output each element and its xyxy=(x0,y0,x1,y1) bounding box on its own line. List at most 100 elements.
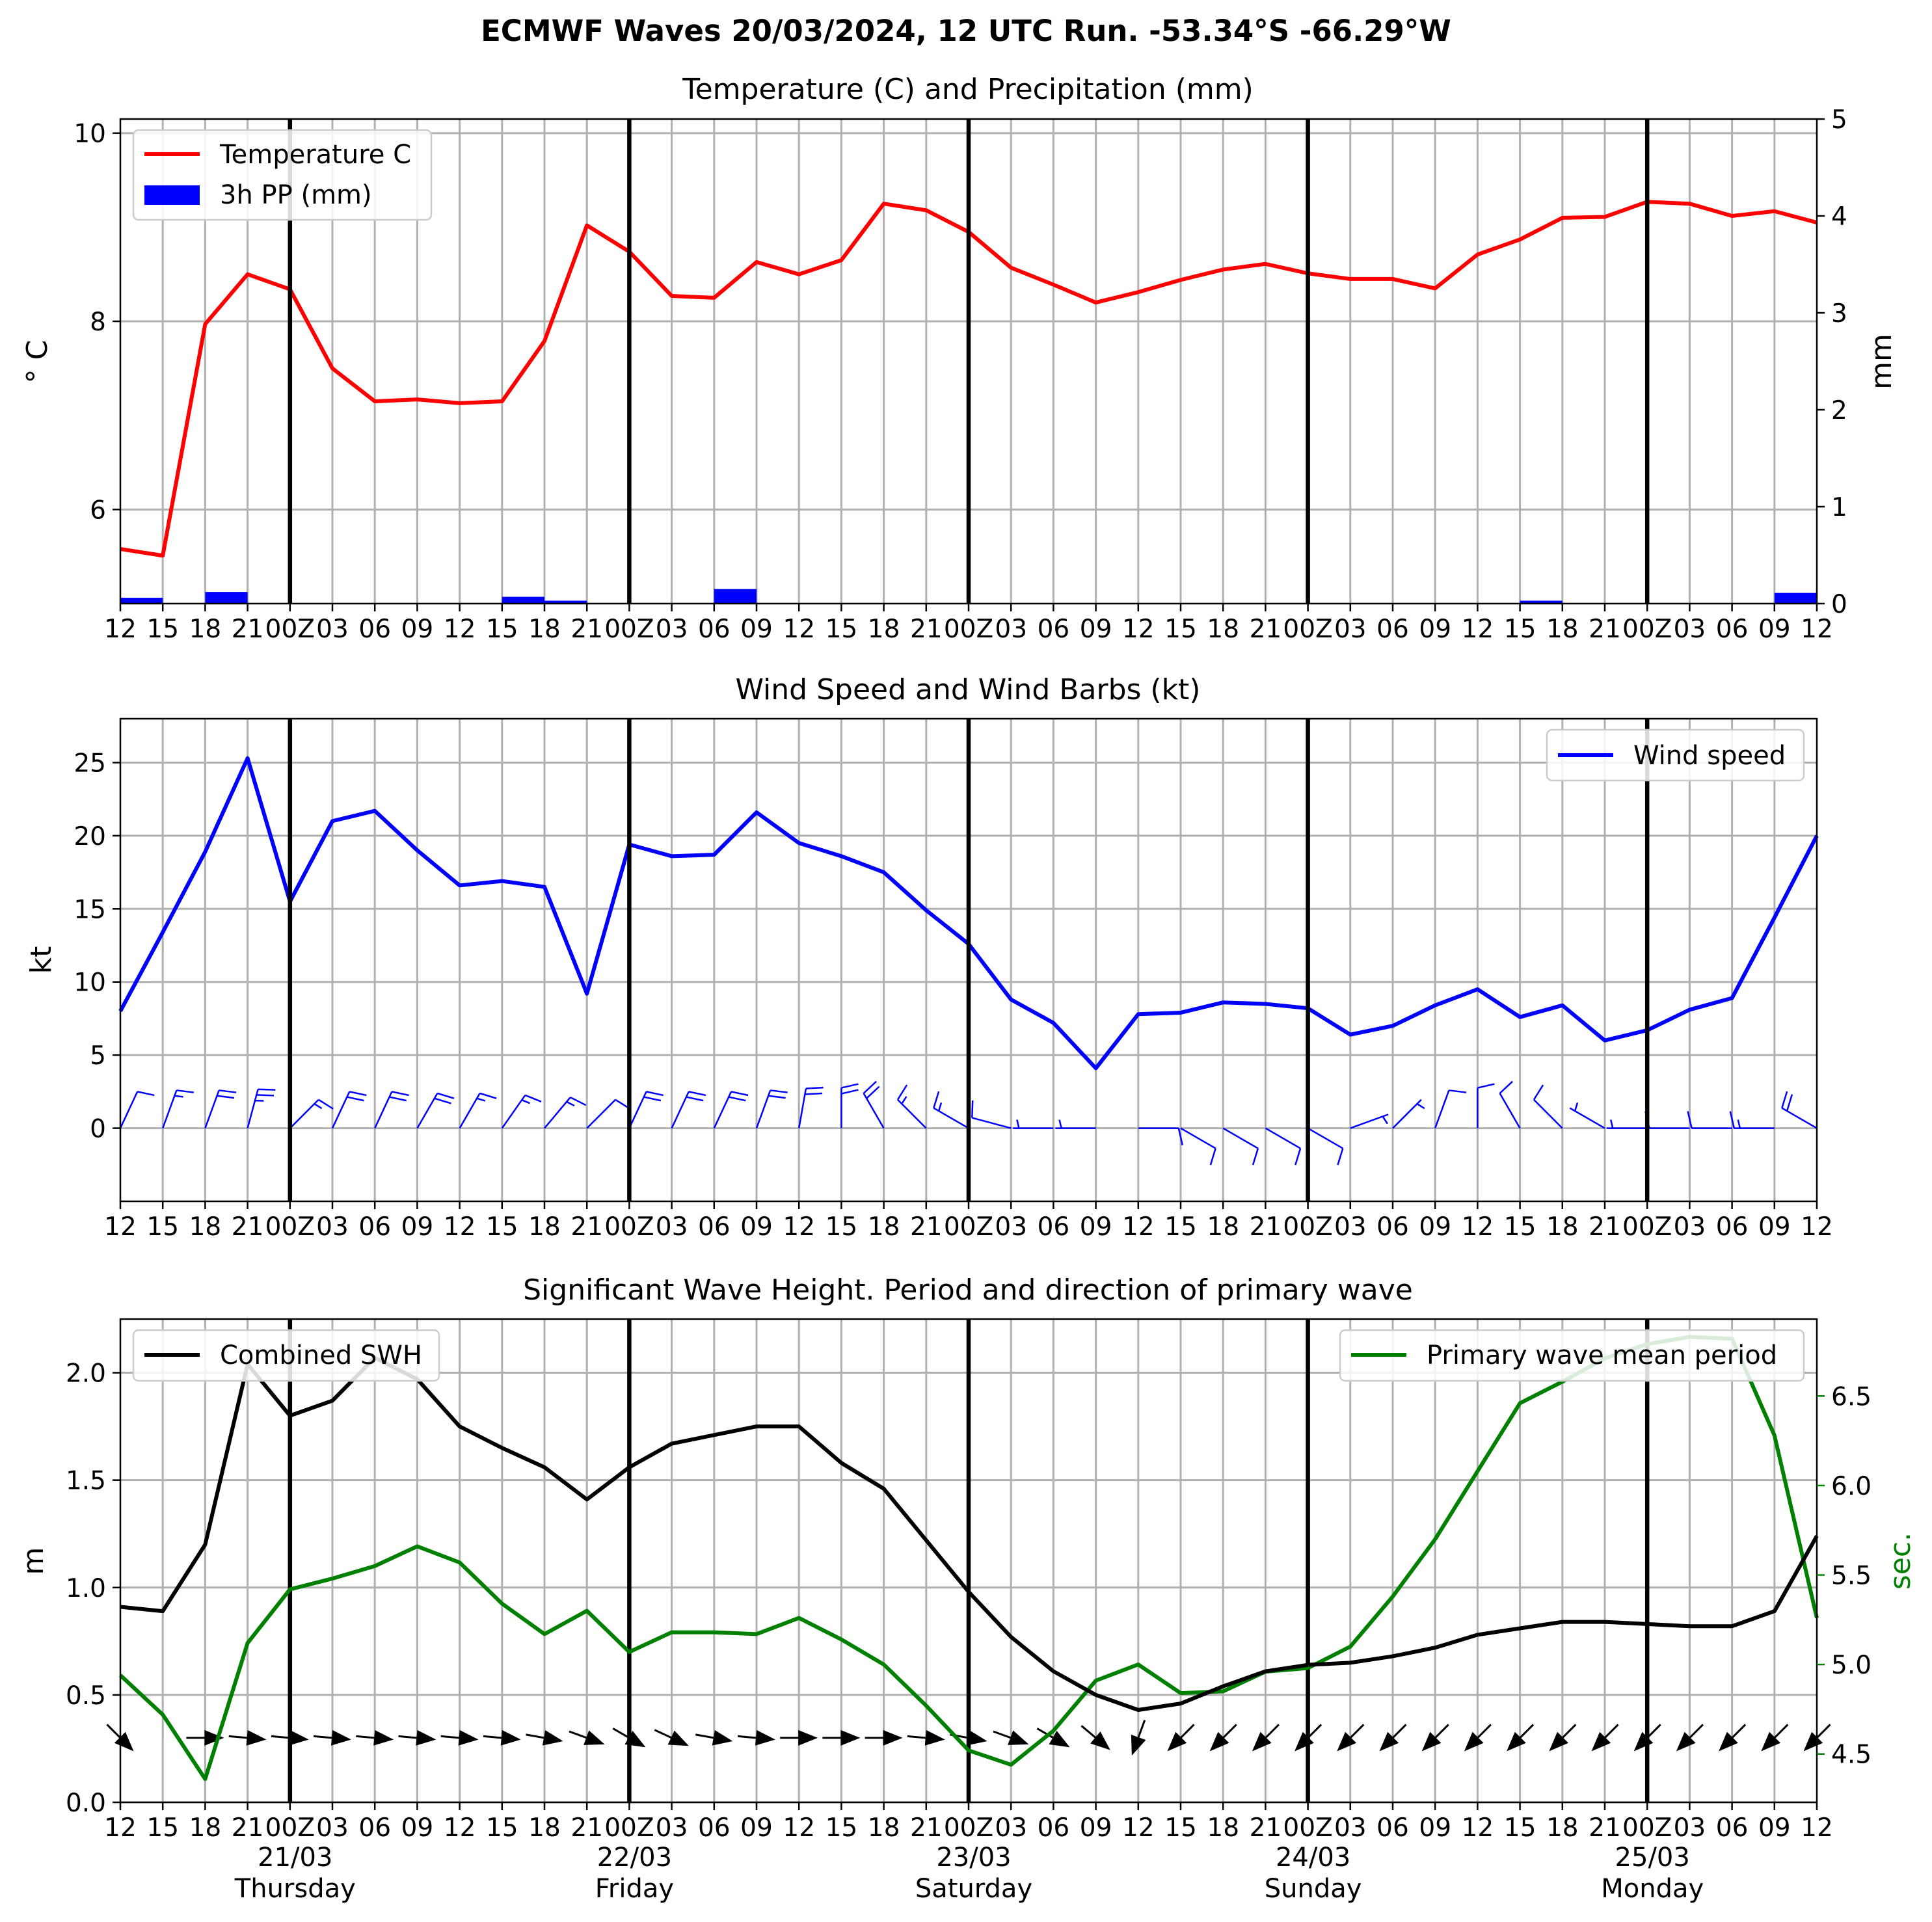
wind-xtick-label: 09 xyxy=(401,1212,434,1242)
wave-arrow-head xyxy=(1295,1731,1314,1752)
wave-direction-arrow xyxy=(654,1729,689,1746)
wind-barb-feather xyxy=(317,1099,334,1110)
wind-barb xyxy=(628,1091,664,1129)
wind-barb xyxy=(1138,1127,1184,1145)
wind-barb-feather xyxy=(137,1091,155,1097)
wave-xtick-label: 00Z xyxy=(944,1813,993,1843)
temp-xtick-label: 15 xyxy=(825,615,858,644)
wind-barb xyxy=(755,1089,788,1129)
wind-barb xyxy=(1533,1084,1563,1129)
precip-bar xyxy=(1774,593,1817,604)
wind-barb-feather xyxy=(841,1083,859,1089)
wind-barb-half-feather xyxy=(1382,1115,1388,1125)
wave-arrow-head xyxy=(1209,1731,1229,1752)
wind-barb-feather xyxy=(217,1095,235,1099)
wind-barb-half-feather xyxy=(521,1099,531,1104)
wind-barb-shaft xyxy=(331,1091,351,1129)
wave-direction-arrow xyxy=(1633,1724,1661,1752)
wave-direction-arrow xyxy=(695,1729,733,1746)
period-legend: Primary wave mean period xyxy=(1339,1329,1805,1382)
wind-barb-feather xyxy=(1533,1084,1544,1101)
wave-xtick-label: 15 xyxy=(1504,1813,1536,1843)
wave-direction-arrow xyxy=(1421,1724,1449,1752)
wave-y2tick-label: 6.5 xyxy=(1831,1382,1872,1411)
wind-barb xyxy=(1392,1099,1425,1129)
wind-barb-shaft xyxy=(544,1097,571,1129)
swh-legend-label: Combined SWH xyxy=(220,1341,422,1370)
wind-ytick-label: 20 xyxy=(74,822,106,851)
wind-legend: Wind speed xyxy=(1546,728,1805,782)
day-date-label: 24/03 xyxy=(1276,1843,1350,1873)
wind-xtick-label: 12 xyxy=(1462,1212,1494,1242)
wind-barb xyxy=(331,1091,367,1129)
wind-barb-shaft xyxy=(671,1091,690,1129)
wave-arrow-head xyxy=(330,1729,351,1746)
temp-xtick-label: 06 xyxy=(1716,615,1749,644)
wave-direction-arrow xyxy=(483,1729,521,1746)
precip-legend-label: 3h PP (mm) xyxy=(220,180,372,210)
wind-barb xyxy=(1055,1119,1096,1129)
wind-barb-shaft xyxy=(586,1099,616,1129)
wind-barb-feather xyxy=(1209,1148,1216,1166)
wind-xtick-label: 15 xyxy=(1504,1212,1536,1242)
wind-barb-half-feather xyxy=(1737,1119,1741,1128)
wind-barb-shaft xyxy=(1499,1093,1521,1129)
wind-barb-feather xyxy=(728,1096,746,1102)
temp-xtick-label: 03 xyxy=(1334,615,1367,644)
wave-y2tick-label: 5.5 xyxy=(1831,1562,1872,1591)
wind-barb xyxy=(840,1083,859,1128)
wind-barb-feather xyxy=(1729,1111,1736,1128)
wind-barb-feather xyxy=(349,1091,367,1097)
wind-xtick-label: 00Z xyxy=(265,1212,315,1242)
wind-axis-label: kt xyxy=(25,946,58,974)
wind-barb xyxy=(713,1091,749,1129)
wind-barb-feather xyxy=(863,1080,877,1094)
temp-xtick-label: 18 xyxy=(1546,615,1579,644)
wave-period-axis-label: sec. xyxy=(1884,1532,1917,1590)
wind-barb-feather xyxy=(392,1091,409,1097)
wind-xtick-label: 00Z xyxy=(1283,1212,1332,1242)
wind-barb-feather xyxy=(219,1089,237,1093)
wind-xtick-label: 06 xyxy=(358,1212,391,1242)
temp-xtick-label: 12 xyxy=(783,615,815,644)
wave-ytick-label: 2.0 xyxy=(66,1359,106,1389)
day-date-label: 23/03 xyxy=(936,1843,1011,1873)
wind-barb-feather xyxy=(1252,1148,1259,1166)
wave-direction-arrow xyxy=(1167,1724,1195,1752)
wind-barb xyxy=(459,1092,497,1129)
wave-xtick-label: 06 xyxy=(1716,1813,1749,1843)
day-name-label: Saturday xyxy=(915,1874,1032,1904)
wind-barb xyxy=(1265,1127,1302,1166)
wave-xtick-label: 09 xyxy=(1419,1813,1451,1843)
day-name-label: Sunday xyxy=(1265,1874,1362,1904)
wave-arrow-head xyxy=(755,1729,775,1746)
wind-barb-shaft xyxy=(628,1091,647,1129)
wind-barb xyxy=(1434,1089,1467,1129)
wind-barb-half-feather xyxy=(314,1103,323,1110)
wave-direction-arrow xyxy=(313,1729,351,1746)
wave-xtick-label: 21 xyxy=(570,1813,603,1843)
temp-y2tick-label: 3 xyxy=(1831,299,1847,328)
wave-xtick-label: 06 xyxy=(698,1813,731,1843)
wind-xtick-label: 00Z xyxy=(944,1212,993,1242)
wave-xtick-label: 21 xyxy=(1250,1813,1282,1843)
wind-barb-shaft xyxy=(1434,1089,1450,1129)
wind-barb-shaft xyxy=(1222,1127,1259,1149)
precip-legend-swatch xyxy=(144,185,200,205)
wind-barb-shaft xyxy=(247,1089,259,1128)
wind-barb-shaft xyxy=(798,1088,807,1128)
wave-direction-arrow xyxy=(1080,1725,1110,1750)
temp-xtick-label: 00Z xyxy=(1283,615,1332,644)
wave-arrow-head xyxy=(667,1730,689,1746)
wind-barb-shaft xyxy=(933,1107,969,1129)
wave-xtick-label: 12 xyxy=(104,1813,137,1843)
wave-direction-arrow xyxy=(737,1729,775,1746)
temp-xtick-label: 15 xyxy=(1504,615,1536,644)
wave-arrow-head xyxy=(883,1729,903,1746)
wave-direction-arrow xyxy=(865,1729,903,1746)
temp-xtick-label: 03 xyxy=(316,615,349,644)
temp-ytick-label: 10 xyxy=(74,120,106,149)
wind-barb-feather xyxy=(479,1092,497,1099)
wave-arrow-head xyxy=(246,1729,267,1746)
